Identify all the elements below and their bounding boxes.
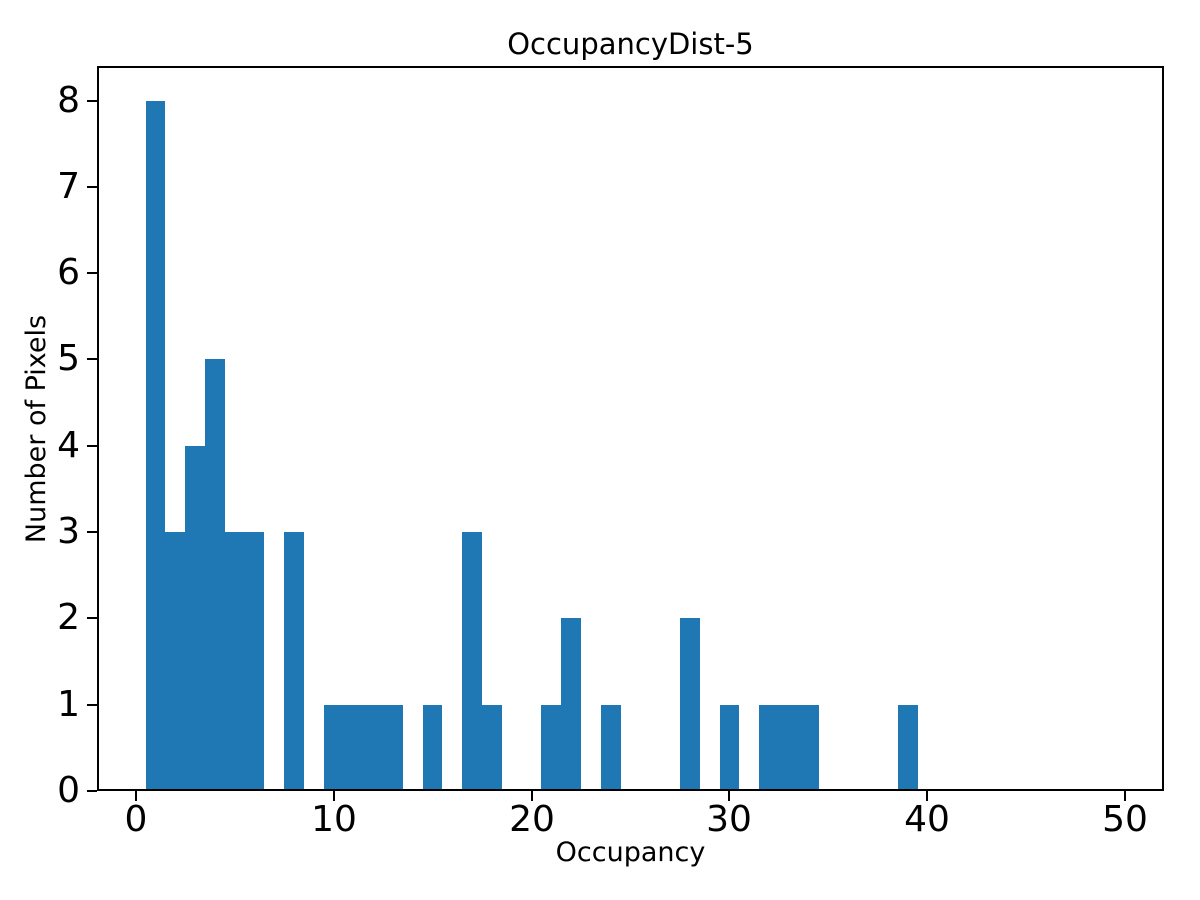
- histogram-bar: [165, 532, 185, 791]
- y-axis-tick: [87, 186, 97, 188]
- chart-title: OccupancyDist-5: [507, 27, 754, 61]
- y-axis-tick: [87, 617, 97, 619]
- histogram-bar: [383, 705, 403, 791]
- histogram-bar: [146, 101, 165, 791]
- y-tick-label: 2: [57, 597, 80, 638]
- histogram-bar: [720, 705, 739, 791]
- x-axis-tick: [135, 791, 137, 801]
- x-axis-label: Occupancy: [555, 837, 706, 868]
- x-axis-tick: [926, 791, 928, 801]
- histogram-bar: [779, 705, 799, 791]
- histogram-bar: [482, 705, 502, 791]
- histogram-bar: [343, 705, 363, 791]
- histogram-bar: [244, 532, 264, 791]
- x-tick-label: 20: [509, 799, 555, 840]
- histogram-bar: [541, 705, 561, 791]
- histogram-bar: [759, 705, 779, 791]
- x-axis-tick: [728, 791, 730, 801]
- x-tick-label: 40: [904, 799, 950, 840]
- histogram-bar: [225, 532, 244, 791]
- y-tick-label: 4: [57, 425, 80, 466]
- y-axis-tick: [87, 704, 97, 706]
- x-axis-tick: [333, 791, 335, 801]
- histogram-bar: [423, 705, 442, 791]
- x-tick-label: 30: [706, 799, 752, 840]
- histogram-bar: [898, 705, 918, 791]
- histogram-bar: [284, 532, 304, 791]
- x-axis-tick: [1124, 791, 1126, 801]
- y-tick-label: 1: [57, 684, 80, 725]
- y-axis-tick: [87, 445, 97, 447]
- bars-layer: [97, 66, 1164, 791]
- y-tick-label: 8: [57, 80, 80, 121]
- histogram-bar: [462, 532, 482, 791]
- y-tick-label: 3: [57, 511, 80, 552]
- histogram-bar: [324, 705, 343, 791]
- y-axis-tick: [87, 272, 97, 274]
- y-axis-tick: [87, 358, 97, 360]
- histogram-bar: [205, 359, 225, 791]
- plot-area: [97, 66, 1164, 791]
- histogram-bar: [561, 618, 581, 791]
- histogram-bar: [799, 705, 819, 791]
- y-axis-tick: [87, 531, 97, 533]
- y-tick-label: 7: [57, 166, 80, 207]
- x-tick-label: 50: [1102, 799, 1148, 840]
- histogram-bar: [680, 618, 700, 791]
- y-axis-tick: [87, 100, 97, 102]
- y-axis-tick: [87, 790, 97, 792]
- histogram-bar: [185, 446, 205, 791]
- histogram-bar: [363, 705, 383, 791]
- y-tick-label: 0: [57, 770, 80, 811]
- x-axis-tick: [531, 791, 533, 801]
- x-tick-label: 10: [311, 799, 357, 840]
- y-tick-label: 5: [57, 338, 80, 379]
- x-tick-label: 0: [124, 799, 148, 840]
- y-tick-label: 6: [57, 252, 80, 293]
- histogram-bar: [601, 705, 621, 791]
